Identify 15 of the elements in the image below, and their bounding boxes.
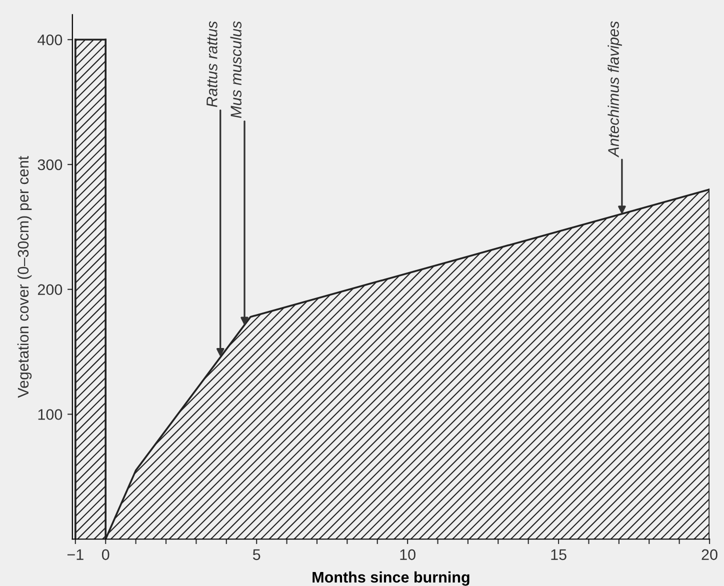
x-tick-label: 20: [702, 549, 718, 560]
x-tick-label: 15: [551, 549, 566, 560]
x-tick-label: 10: [400, 549, 416, 560]
annotation: Rattus rattus: [206, 21, 218, 108]
y-tick-label: 300: [38, 159, 62, 170]
x-tick-label: 0: [102, 549, 110, 560]
y-tick-label: 400: [38, 34, 62, 46]
y-tick-label: 100: [38, 409, 62, 420]
y-tick-label: 200: [38, 284, 62, 296]
x-tick-label: 5: [252, 549, 260, 560]
y-axis-title: Vegetation cover (0–30cm) per cent: [17, 156, 32, 398]
annotation: Antechimus flavipes: [608, 21, 622, 158]
x-tick-label: −1: [67, 549, 84, 560]
x-axis-title: Months since burning: [312, 571, 470, 586]
annotation: Mus musculus: [230, 21, 242, 118]
